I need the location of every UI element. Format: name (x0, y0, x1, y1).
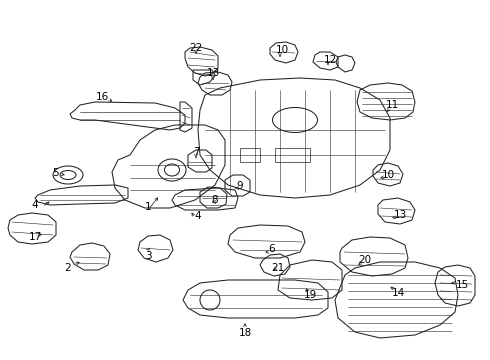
Text: 13: 13 (206, 68, 220, 78)
Text: 19: 19 (303, 290, 317, 300)
Text: 17: 17 (28, 232, 42, 242)
Text: 9: 9 (237, 181, 244, 191)
Text: 20: 20 (359, 255, 371, 265)
Text: 10: 10 (275, 45, 289, 55)
Text: 22: 22 (189, 43, 203, 53)
Text: 6: 6 (269, 244, 275, 254)
Text: 15: 15 (455, 280, 468, 290)
Text: 11: 11 (385, 100, 399, 110)
Text: 18: 18 (238, 328, 252, 338)
Text: 7: 7 (193, 147, 199, 157)
Text: 4: 4 (32, 200, 38, 210)
Text: 21: 21 (271, 263, 285, 273)
Text: 5: 5 (51, 168, 58, 178)
Text: 2: 2 (65, 263, 72, 273)
Text: 1: 1 (145, 202, 151, 212)
Text: 14: 14 (392, 288, 405, 298)
Text: 12: 12 (323, 55, 337, 65)
Text: 13: 13 (393, 210, 407, 220)
Text: 8: 8 (212, 195, 219, 205)
Text: 3: 3 (145, 251, 151, 261)
Text: 16: 16 (96, 92, 109, 102)
Text: 10: 10 (381, 170, 394, 180)
Text: 4: 4 (195, 211, 201, 221)
